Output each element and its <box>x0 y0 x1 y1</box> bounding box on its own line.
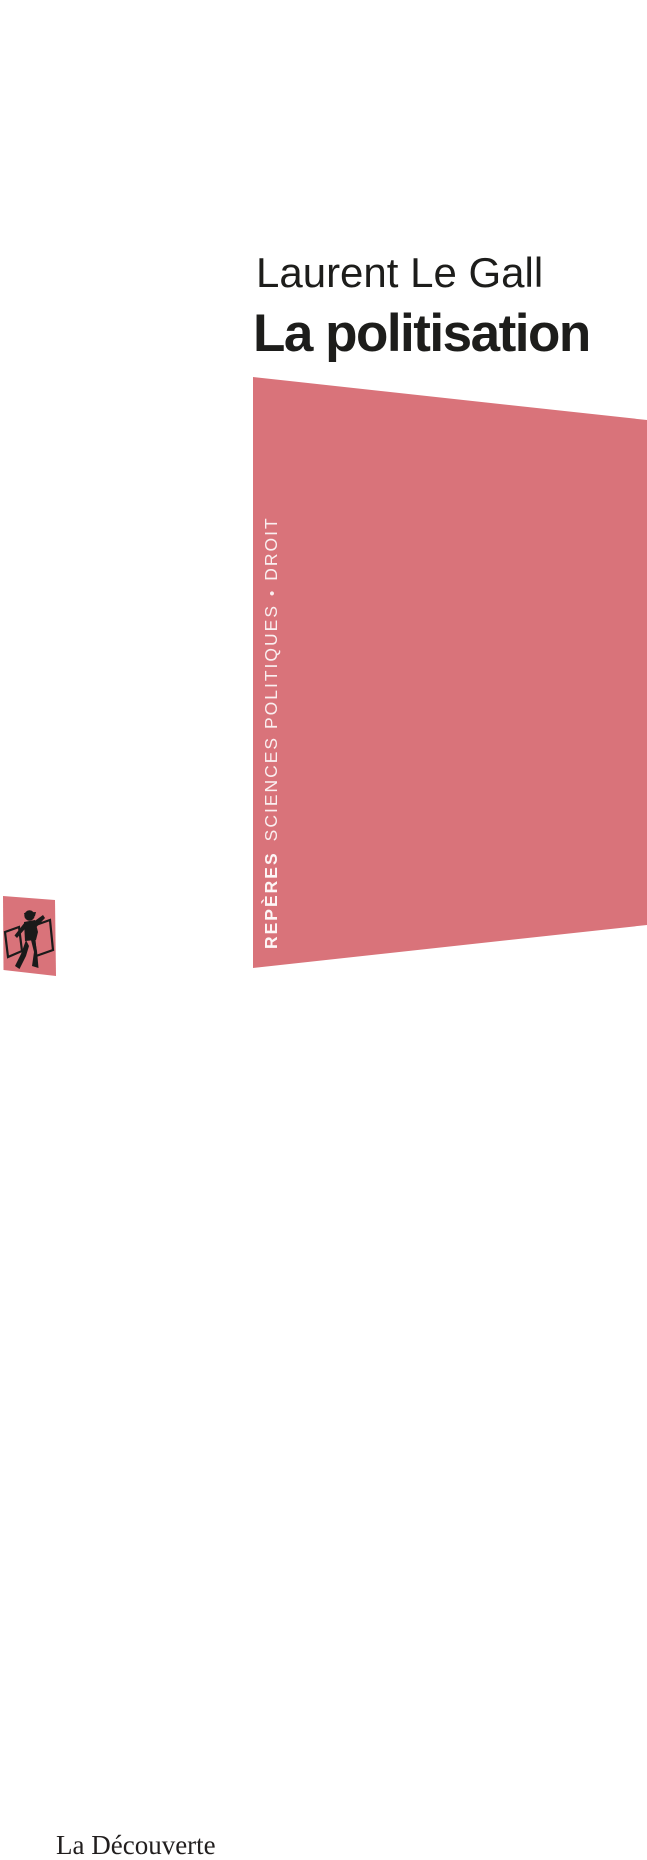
publisher-name: La Découverte <box>56 1830 216 1860</box>
collection-label: REPÈRES SCIENCES POLITIQUES • DROIT <box>261 516 282 949</box>
publisher-logo-block: La Découverte <box>0 888 240 1860</box>
collection-subcategory: DROIT <box>261 516 281 581</box>
series-name: REPÈRES <box>261 851 281 949</box>
collection-categories: SCIENCES POLITIQUES <box>261 604 281 842</box>
pink-perspective-panel <box>253 377 647 968</box>
author-name: Laurent Le Gall <box>256 249 544 296</box>
book-title: La politisation <box>253 304 591 363</box>
book-cover: Laurent Le Gall La politisation REPÈRES S… <box>0 249 647 1860</box>
bullet-separator-icon: • <box>264 588 281 596</box>
peddler-silhouette-icon <box>3 896 56 976</box>
